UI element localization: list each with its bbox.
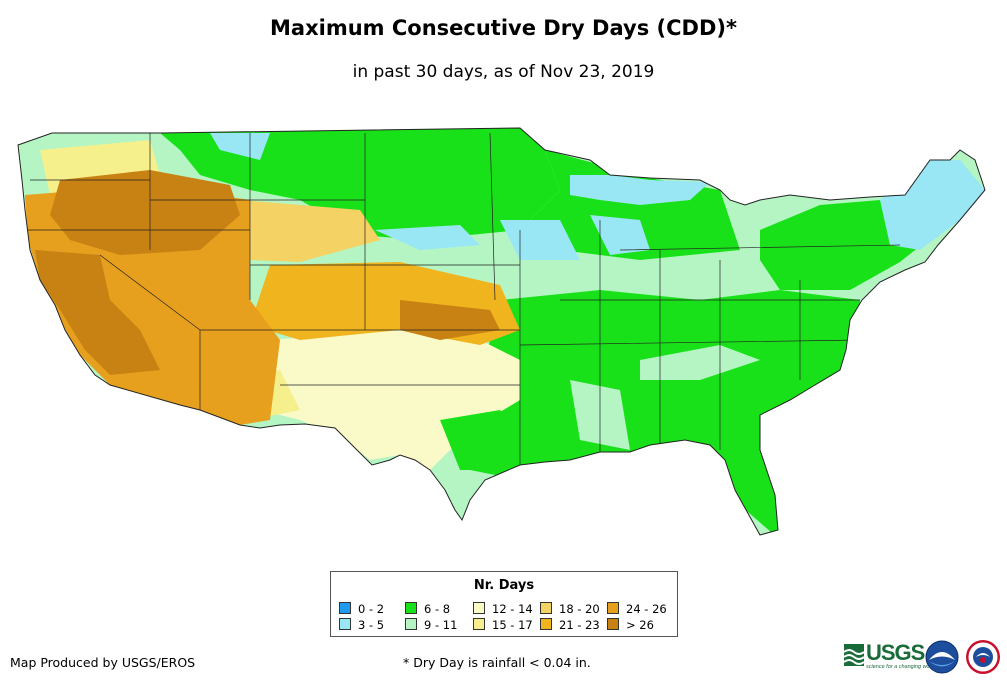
legend-swatch: [405, 618, 417, 630]
map-credit: Map Produced by USGS/EROS: [10, 655, 196, 670]
legend-swatch: [339, 618, 351, 630]
legend-swatch: [540, 618, 552, 630]
us-outline: [17, 127, 986, 536]
southeast-6-8: [470, 290, 860, 535]
legend-item-6-8: 6 - 8: [405, 602, 450, 615]
legend-swatch: [540, 602, 552, 614]
legend-item-0-2: 0 - 2: [339, 602, 384, 615]
great-basin-over-26: [50, 170, 240, 255]
legend-swatch: [405, 602, 417, 614]
legend-item-3-5: 3 - 5: [339, 618, 384, 631]
legend-swatch: [473, 602, 485, 614]
new-england-3-5: [880, 160, 985, 250]
legend: Nr. Days 0 - 2 3 - 5 6 - 8 9 - 11 12 - 1…: [330, 571, 678, 637]
legend-item-21-23: 21 - 23: [540, 618, 600, 631]
legend-label: 6 - 8: [424, 602, 451, 616]
lake-superior-3-5: [570, 175, 710, 205]
legend-label: 21 - 23: [559, 618, 600, 632]
map-subtitle: in past 30 days, as of Nov 23, 2019: [352, 62, 655, 82]
legend-swatch: [339, 602, 351, 614]
california-over-26: [35, 250, 160, 375]
wyoming-18-20: [240, 200, 380, 262]
legend-title: Nr. Days: [473, 578, 535, 593]
legend-label: > 26: [626, 618, 654, 632]
legend-item-over-26: > 26: [607, 618, 654, 631]
legend-item-24-26: 24 - 26: [607, 602, 667, 615]
noaa-seal-icon: [925, 640, 959, 674]
legend-item-15-17: 15 - 17: [473, 618, 533, 631]
legend-item-9-11: 9 - 11: [405, 618, 457, 631]
legend-label: 3 - 5: [358, 618, 385, 632]
nws-seal-icon: [966, 640, 1000, 674]
legend-swatch: [607, 618, 619, 630]
legend-label: 18 - 20: [559, 602, 600, 616]
kentucky-9-11: [640, 345, 760, 380]
legend-swatch: [607, 602, 619, 614]
legend-item-12-14: 12 - 14: [473, 602, 533, 615]
usgs-logo-icon: [844, 644, 865, 666]
legend-label: 0 - 2: [358, 602, 385, 616]
wisconsin-3-5: [590, 215, 650, 255]
legend-swatch: [473, 618, 485, 630]
tx-gulf-6-8: [440, 410, 530, 470]
dry-day-footnote: * Dry Day is rainfall < 0.04 in.: [403, 655, 591, 670]
montana-3-5: [210, 133, 270, 160]
legend-item-18-20: 18 - 20: [540, 602, 600, 615]
legend-label: 9 - 11: [424, 618, 458, 632]
usgs-logo-text: USGS: [866, 640, 925, 665]
legend-label: 24 - 26: [626, 602, 667, 616]
map-title: Maximum Consecutive Dry Days (CDD)*: [270, 16, 737, 40]
usgs-tagline: science for a changing world: [866, 664, 936, 670]
legend-label: 15 - 17: [492, 618, 533, 632]
state-boundaries: [20, 132, 901, 465]
cdd-map: [17, 127, 986, 536]
legend-label: 12 - 14: [492, 602, 533, 616]
nebraska-3-5: [375, 225, 480, 250]
